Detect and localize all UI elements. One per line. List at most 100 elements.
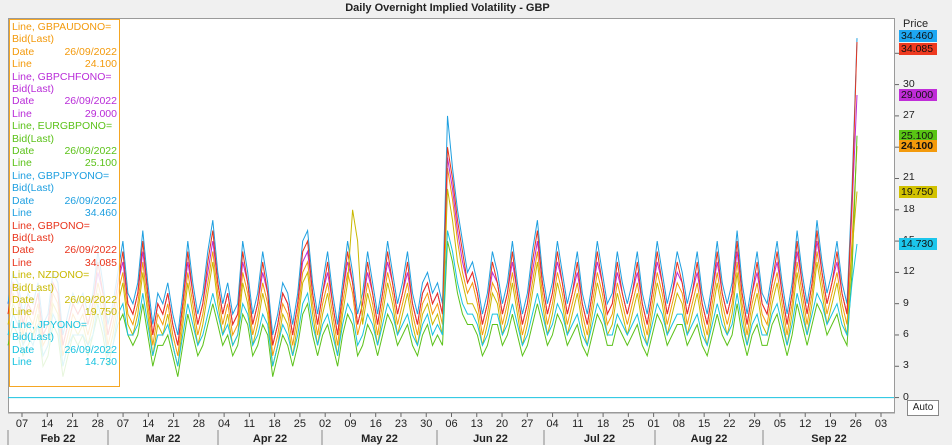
y-tick-label-3: 9	[903, 296, 909, 309]
legend-series-2-date-value: 26/09/2022	[64, 145, 117, 158]
legend-series-1-last: Line 29.000	[12, 108, 117, 120]
series-line-2	[7, 135, 858, 377]
month-label-0: Feb 22	[41, 433, 76, 445]
x-tick-label-10: 18	[269, 418, 281, 430]
x-tick-label-23: 18	[597, 418, 609, 430]
y-tick-label-6: 18	[903, 202, 915, 215]
x-tick-label-19: 20	[496, 418, 508, 430]
legend-series-3-last-label: Line	[12, 207, 32, 220]
x-tick-label-28: 22	[723, 418, 735, 430]
last-value-tag-0: 34.460	[899, 30, 937, 42]
legend-series-4-last: Line 34.085	[12, 257, 117, 269]
month-label-6: Aug 22	[691, 433, 728, 445]
legend-series-4-name-label: Line, GBPONO=	[12, 219, 90, 232]
legend-series-4-field-label: Bid(Last)	[12, 231, 55, 244]
legend-series-5-name-label: Line, NZDONO=	[12, 269, 90, 282]
last-value-tag-2: 29.000	[899, 89, 937, 102]
x-tick-label-33: 26	[850, 418, 862, 430]
legend-series-0-last-value: 24.100	[84, 58, 117, 71]
x-tick-label-4: 07	[117, 418, 129, 430]
x-tick-label-6: 21	[167, 418, 179, 430]
legend-series-6-last-value: 14.730	[84, 355, 117, 368]
series-line-3	[7, 38, 858, 336]
legend-series-1-field: Bid(Last)	[12, 83, 117, 95]
legend-series-1-field-label: Bid(Last)	[12, 83, 55, 96]
y-tick-label-0: 0	[903, 390, 909, 403]
x-tick-label-9: 11	[244, 418, 255, 430]
x-tick-label-3: 28	[92, 418, 104, 430]
x-tick-label-0: 07	[16, 418, 28, 430]
x-tick-label-32: 19	[824, 418, 836, 430]
legend-series-5-date-label: Date	[12, 293, 35, 306]
legend-series-6-date: Date 26/09/2022	[12, 344, 117, 356]
legend-series-6-field-label: Bid(Last)	[12, 331, 55, 344]
legend-series-0-date: Date 26/09/2022	[12, 46, 117, 58]
legend-series-3-last: Line 34.460	[12, 207, 117, 219]
x-tick-label-16: 30	[420, 418, 432, 430]
legend-series-4-last-value: 34.085	[84, 256, 117, 269]
legend-series-6-last: Line 14.730	[12, 356, 117, 368]
legend-series-1-name-label: Line, GBPCHFONO=	[12, 70, 112, 83]
legend-series-5-date: Date 26/09/2022	[12, 294, 117, 306]
legend-series-2-name-label: Line, EURGBPONO=	[12, 120, 113, 133]
x-tick-label-22: 11	[572, 418, 583, 430]
x-tick-label-21: 04	[546, 418, 558, 430]
x-tick-label-14: 16	[370, 418, 382, 430]
legend-series-6-last-label: Line	[12, 355, 32, 368]
legend-series-1-last-value: 29.000	[84, 107, 117, 120]
legend-series-4-field: Bid(Last)	[12, 232, 117, 244]
x-tick-label-5: 14	[142, 418, 154, 430]
y-tick-label-7: 21	[903, 171, 915, 184]
x-tick-label-31: 12	[799, 418, 811, 430]
legend-series-1-date-label: Date	[12, 95, 35, 108]
legend-series-5-date-value: 26/09/2022	[64, 293, 117, 306]
x-tick-label-12: 02	[319, 418, 331, 430]
series-line-5	[7, 188, 858, 367]
y-tick-label-10: 30	[903, 77, 915, 90]
month-label-4: Jun 22	[473, 433, 508, 445]
legend-series-6-name: Line, JPYONO=	[12, 319, 117, 331]
legend-series-1-date: Date 26/09/2022	[12, 95, 117, 107]
legend-series-5-last-label: Line	[12, 306, 32, 319]
last-value-tag-4: 24.100	[899, 140, 937, 153]
legend-series-2-last-label: Line	[12, 157, 32, 170]
x-tick-label-26: 08	[673, 418, 685, 430]
legend-series-1-last-label: Line	[12, 107, 32, 120]
legend-series-5-field: Bid(Last)	[12, 282, 117, 294]
legend-series-0-name: Line, GBPAUDONO=	[12, 21, 117, 33]
legend-series-2-last-value: 25.100	[84, 157, 117, 170]
legend-series-6-date-value: 26/09/2022	[64, 343, 117, 356]
legend-series-4-date: Date 26/09/2022	[12, 244, 117, 256]
month-label-3: May 22	[361, 433, 398, 445]
legend-series-3-date-value: 26/09/2022	[64, 194, 117, 207]
month-label-1: Mar 22	[146, 433, 181, 445]
legend-series-2-date: Date 26/09/2022	[12, 145, 117, 157]
y-tick-label-4: 12	[903, 265, 915, 278]
x-tick-label-29: 29	[749, 418, 761, 430]
legend-series-2-field: Bid(Last)	[12, 133, 117, 145]
month-label-7: Sep 22	[811, 433, 846, 445]
legend-series-2-name: Line, EURGBPONO=	[12, 120, 117, 132]
legend-series-3-date: Date 26/09/2022	[12, 195, 117, 207]
legend-series-3-field-label: Bid(Last)	[12, 182, 55, 195]
legend-series-3-field: Bid(Last)	[12, 182, 117, 194]
month-label-2: Apr 22	[253, 433, 287, 445]
legend-series-0-name-label: Line, GBPAUDONO=	[12, 21, 112, 33]
last-value-tag-6: 14.730	[899, 237, 937, 250]
x-tick-label-7: 28	[193, 418, 205, 430]
legend-series-6-field: Bid(Last)	[12, 331, 117, 343]
month-label-5: Jul 22	[584, 433, 615, 445]
legend-series-0-date-label: Date	[12, 45, 35, 58]
legend-series-3-date-label: Date	[12, 194, 35, 207]
legend-series-2-last: Line 25.100	[12, 157, 117, 169]
x-tick-label-30: 05	[774, 418, 786, 430]
legend-series-5-last-value: 19.750	[84, 306, 117, 319]
x-tick-label-34: 03	[875, 418, 887, 430]
auto-scale-button[interactable]: Auto	[907, 400, 939, 416]
x-tick-label-2: 21	[66, 418, 78, 430]
legend-series-4-last-label: Line	[12, 256, 32, 269]
legend-series-6-name-label: Line, JPYONO=	[12, 318, 87, 331]
series-line-6	[7, 230, 858, 367]
legend-series-0-last: Line 24.100	[12, 58, 117, 70]
